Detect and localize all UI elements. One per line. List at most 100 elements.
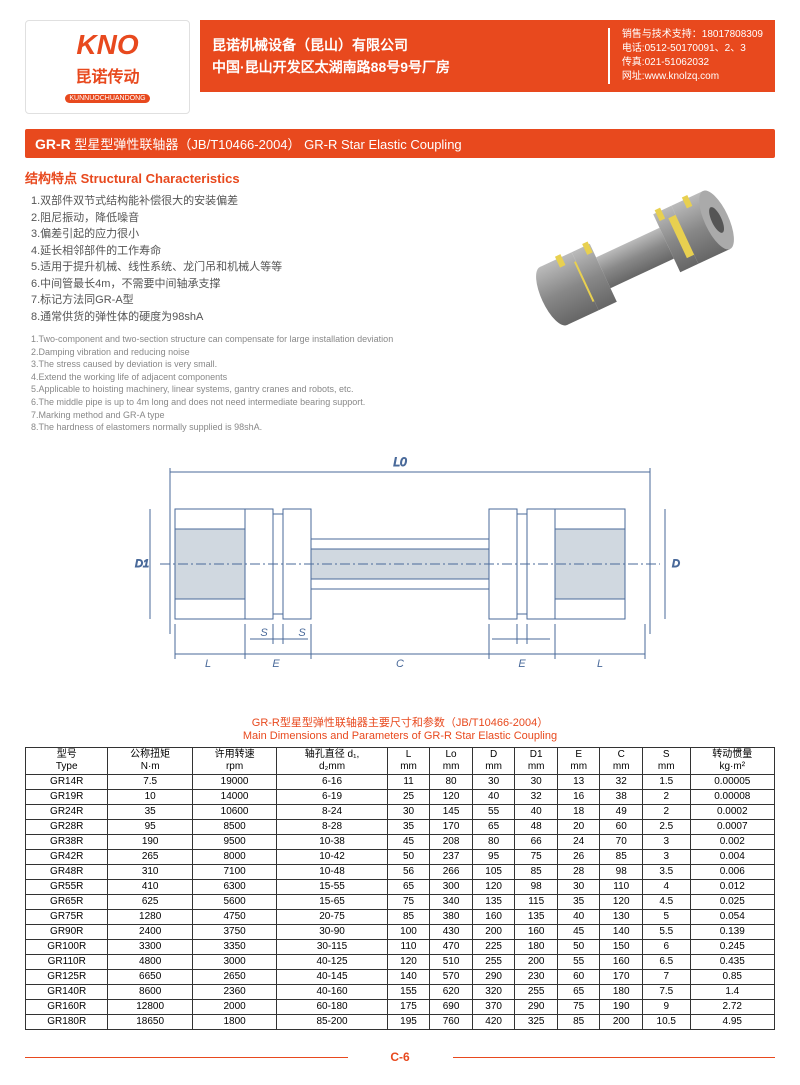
table-cell: 3300 (108, 939, 192, 954)
table-cell: 85 (557, 1014, 600, 1029)
table-cell: 98 (600, 864, 643, 879)
table-cell: 0.00008 (690, 789, 774, 804)
table-cell: 0.139 (690, 924, 774, 939)
table-cell: 4.5 (643, 894, 691, 909)
table-cell: 13 (557, 774, 600, 789)
title-bar: GR-R 型星型弹性联轴器（JB/T10466-2004） GR-R Star … (25, 129, 775, 158)
table-cell: 120 (430, 789, 473, 804)
table-cell: 5600 (192, 894, 276, 909)
table-cell: 75 (515, 849, 558, 864)
table-cell: 32 (600, 774, 643, 789)
table-cell: 1800 (192, 1014, 276, 1029)
table-cell: 75 (387, 894, 430, 909)
header-bar: 昆诺机械设备（昆山）有限公司 中国·昆山开发区太湖南路88号9号厂房 销售与技术… (200, 20, 775, 92)
contact-line: 销售与技术支持：18017808309 (622, 28, 763, 42)
table-cell: 50 (387, 849, 430, 864)
table-cell: 1280 (108, 909, 192, 924)
table-cell: 175 (387, 999, 430, 1014)
table-cell: GR14R (26, 774, 108, 789)
col-header: Lomm (430, 747, 473, 774)
table-row: GR42R265800010-42502379575268530.004 (26, 849, 775, 864)
table-row: GR180R18650180085-2001957604203258520010… (26, 1014, 775, 1029)
table-cell: 690 (430, 999, 473, 1014)
table-cell: 160 (515, 924, 558, 939)
product-render (495, 158, 775, 358)
table-cell: 110 (387, 939, 430, 954)
table-cell: 120 (387, 954, 430, 969)
col-header: Smm (643, 747, 691, 774)
table-cell: 8600 (108, 984, 192, 999)
table-cell: 15-55 (277, 879, 387, 894)
table-cell: 85 (600, 849, 643, 864)
table-cell: 170 (600, 969, 643, 984)
technical-drawing: L0 (25, 454, 775, 699)
table-cell: 200 (600, 1014, 643, 1029)
table-cell: 380 (430, 909, 473, 924)
table-cell: 190 (600, 999, 643, 1014)
title-cn: 型星型弹性联轴器（JB/T10466-2004） (74, 137, 300, 152)
table-cell: 80 (472, 834, 515, 849)
page-footer: C-6 (25, 1050, 775, 1064)
table-cell: 8000 (192, 849, 276, 864)
table-cell: 2.5 (643, 819, 691, 834)
table-cell: 225 (472, 939, 515, 954)
table-cell: 4 (643, 879, 691, 894)
table-row: GR140R8600236040-160155620320255651807.5… (26, 984, 775, 999)
table-cell: 0.054 (690, 909, 774, 924)
table-cell: 7 (643, 969, 691, 984)
char-item-en: 7.Marking method and GR-A type (31, 409, 775, 422)
table-cell: GR125R (26, 969, 108, 984)
table-cell: 200 (472, 924, 515, 939)
table-cell: 66 (515, 834, 558, 849)
table-cell: 265 (108, 849, 192, 864)
svg-text:E: E (272, 658, 280, 670)
table-cell: 40 (472, 789, 515, 804)
logo: KNO 昆诺传动 KUNNUOCHUANDONG (25, 20, 190, 114)
table-cell: 0.435 (690, 954, 774, 969)
table-cell: 160 (472, 909, 515, 924)
svg-text:D1: D1 (135, 558, 149, 570)
table-cell: 0.025 (690, 894, 774, 909)
table-cell: 290 (472, 969, 515, 984)
table-cell: 100 (387, 924, 430, 939)
col-header: Emm (557, 747, 600, 774)
table-cell: GR28R (26, 819, 108, 834)
spec-table: 型号Type公称扭矩N·m许用转速rpm轴孔直径 d₁,d₂mmLmmLommD… (25, 747, 775, 1030)
table-cell: GR19R (26, 789, 108, 804)
table-cell: 135 (472, 894, 515, 909)
table-cell: 160 (600, 954, 643, 969)
svg-text:S: S (260, 627, 268, 639)
table-cell: 135 (515, 909, 558, 924)
header: KNO 昆诺传动 KUNNUOCHUANDONG 昆诺机械设备（昆山）有限公司 … (25, 20, 775, 114)
table-cell: 155 (387, 984, 430, 999)
table-cell: 0.004 (690, 849, 774, 864)
table-cell: 35 (387, 819, 430, 834)
table-cell: 8500 (192, 819, 276, 834)
table-cell: 10-38 (277, 834, 387, 849)
table-cell: 180 (600, 984, 643, 999)
table-cell: 10.5 (643, 1014, 691, 1029)
table-cell: 18650 (108, 1014, 192, 1029)
table-cell: 85 (515, 864, 558, 879)
table-cell: 95 (108, 819, 192, 834)
char-item-en: 6.The middle pipe is up to 4m long and d… (31, 396, 775, 409)
table-cell: 120 (472, 879, 515, 894)
svg-text:D: D (672, 558, 680, 570)
table-cell: 5.5 (643, 924, 691, 939)
table-cell: GR140R (26, 984, 108, 999)
table-cell: 208 (430, 834, 473, 849)
table-cell: 145 (430, 804, 473, 819)
svg-text:L: L (205, 658, 211, 670)
table-cell: 56 (387, 864, 430, 879)
table-cell: 320 (472, 984, 515, 999)
table-cell: GR110R (26, 954, 108, 969)
table-row: GR65R625560015-6575340135115351204.50.02… (26, 894, 775, 909)
char-item-en: 3.The stress caused by deviation is very… (31, 358, 775, 371)
col-header: 转动惯量kg·m² (690, 747, 774, 774)
table-cell: 340 (430, 894, 473, 909)
table-cell: 6 (643, 939, 691, 954)
table-cell: 2 (643, 804, 691, 819)
company-name: 昆诺机械设备（昆山）有限公司 (212, 34, 450, 56)
table-cell: 255 (472, 954, 515, 969)
table-cell: 8-28 (277, 819, 387, 834)
